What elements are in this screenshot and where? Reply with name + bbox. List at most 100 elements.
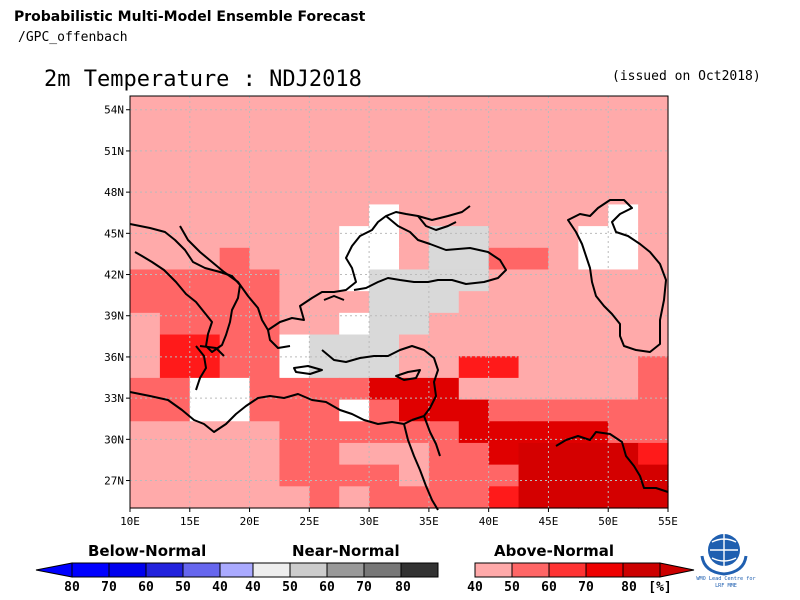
grid-cell	[458, 269, 490, 292]
grid-cell	[130, 334, 161, 357]
grid-cell	[159, 96, 191, 119]
grid-cell	[399, 139, 430, 162]
lat-label: 45N	[104, 227, 124, 240]
legend-near-label-0: 40	[245, 580, 261, 595]
lat-label: 33N	[104, 392, 124, 405]
grid-cell	[279, 182, 310, 206]
legend-above-label-2: 60	[541, 580, 557, 595]
grid-cell	[130, 421, 161, 444]
legend-below-label-3: 50	[175, 580, 191, 595]
grid-cell	[369, 312, 400, 336]
grid-cell	[339, 226, 370, 249]
grid-cell	[458, 377, 490, 401]
grid-cell	[548, 312, 579, 336]
grid-cell	[309, 421, 340, 444]
grid-cell	[428, 204, 460, 227]
grid-cell	[458, 226, 490, 249]
grid-cell	[428, 291, 460, 314]
grid-cell	[189, 182, 221, 206]
grid-cell	[458, 421, 490, 444]
grid-cell	[638, 226, 669, 249]
grid-cell	[130, 182, 161, 206]
grid-cell	[488, 421, 520, 444]
grid-cell	[249, 139, 281, 162]
grid-cell	[488, 96, 520, 119]
grid-cell	[309, 334, 340, 357]
grid-cell	[249, 377, 281, 401]
legend-below-swatch	[219, 562, 258, 578]
grid-cell	[548, 356, 579, 379]
grid-cell	[159, 464, 191, 487]
coast-persian-gulf	[555, 431, 669, 493]
coast-sinai	[423, 415, 441, 457]
grid-cell	[249, 226, 281, 249]
grid-cell	[219, 247, 251, 271]
grid-cell	[339, 421, 370, 444]
grid-cell	[279, 399, 310, 422]
grid-cell	[608, 117, 639, 140]
grid-cell	[488, 399, 520, 422]
grid-cell	[339, 442, 370, 466]
grid-cell	[369, 377, 400, 401]
grid-cell	[518, 161, 550, 184]
grid-cell	[339, 399, 370, 422]
grid-cell	[279, 464, 310, 487]
grid-cell	[369, 356, 400, 379]
legend-near-label-2: 60	[319, 580, 335, 595]
lat-label: 48N	[104, 186, 124, 199]
legend-near-swatch	[326, 562, 365, 578]
grid-cell	[638, 399, 669, 422]
grid-cell	[608, 291, 639, 314]
grid-cell	[518, 356, 550, 379]
grid-cell	[638, 269, 669, 292]
grid-cell	[130, 117, 161, 140]
grid-cell	[548, 161, 579, 184]
grid-cell	[189, 421, 221, 444]
grid-cell	[249, 117, 281, 140]
grid-cell	[518, 399, 550, 422]
grid-cell	[339, 161, 370, 184]
grid-cell	[638, 442, 669, 466]
grid-cell	[279, 486, 310, 509]
grid-cell	[428, 334, 460, 357]
lat-label: 54N	[104, 104, 124, 117]
grid-cell	[638, 204, 669, 227]
legend-near-label-1: 50	[282, 580, 298, 595]
grid-cell	[458, 182, 490, 206]
grid-cell	[548, 247, 579, 271]
grid-cell	[488, 334, 520, 357]
grid-cell	[369, 486, 400, 509]
grid-cell	[249, 399, 281, 422]
grid-cell	[159, 161, 191, 184]
grid-cell	[638, 117, 669, 140]
grid-cell	[458, 96, 490, 119]
grid-cell	[309, 356, 340, 379]
grid-cell	[159, 204, 191, 227]
grid-cell	[488, 442, 520, 466]
grid-cell	[279, 377, 310, 401]
coast-anatolia-south	[321, 345, 439, 421]
legend-near-swatch	[289, 562, 328, 578]
grid-cell	[608, 486, 639, 509]
grid-cell	[189, 96, 221, 119]
grid-cell	[309, 161, 340, 184]
grid-cell	[159, 291, 191, 314]
grid-cell	[369, 226, 400, 249]
coast-tunisia	[195, 345, 207, 391]
lat-label: 30N	[104, 433, 124, 446]
grid-cell	[279, 334, 310, 357]
legend-below-swatch	[145, 562, 184, 578]
grid-cell	[369, 161, 400, 184]
legend-above-label-0: 40	[467, 580, 483, 595]
grid-cell	[130, 291, 161, 314]
grid-cell	[428, 226, 460, 249]
grid-cell	[548, 486, 579, 509]
legend-above-title: Above-Normal	[494, 542, 614, 560]
grid-cell	[309, 182, 340, 206]
grid-cell	[548, 117, 579, 140]
grid-cell	[130, 486, 161, 509]
grid-cell	[399, 486, 430, 509]
latitude-ticks: 54N 51N 48N 45N 42N 39N 36N 33N 30N 27N	[104, 104, 130, 488]
lat-label: 27N	[104, 475, 124, 488]
